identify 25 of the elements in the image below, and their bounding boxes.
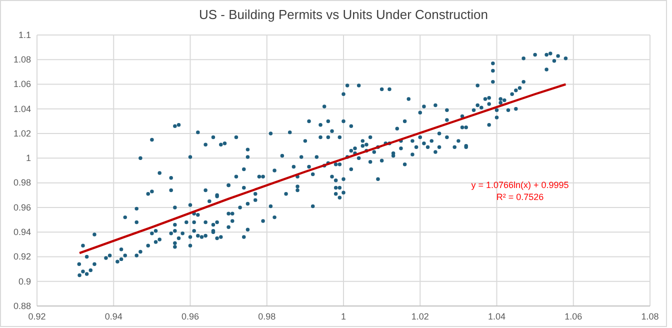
x-tick-label: 1.06 [564, 311, 582, 322]
y-tick-label: 0.88 [13, 300, 31, 311]
y-tick-label: 0.98 [13, 178, 31, 188]
y-tick-label: 1 [26, 153, 31, 164]
annotation: R² = 0.7526 [496, 192, 544, 202]
x-tick-label: 0.96 [181, 311, 200, 322]
y-tick-label: 1.08 [13, 54, 31, 65]
x-tick-label: 0.94 [104, 311, 122, 322]
y-tick-label: 0.96 [13, 202, 31, 212]
x-tick-label: 0.92 [28, 311, 46, 322]
y-tick-label: 0.94 [13, 226, 31, 237]
x-tick-label: 1.08 [641, 311, 659, 322]
y-tick-label: 0.9 [18, 276, 31, 286]
y-tick-label: 1.06 [13, 79, 31, 90]
y-tick-label: 1.04 [13, 104, 31, 114]
annotation: y = 1.0766ln(x) + 0.9995 [471, 180, 569, 190]
y-tick-label: 0.92 [13, 252, 31, 262]
chart-title: US - Building Permits vs Units Under Construction [199, 7, 488, 22]
x-tick-label: 1.02 [411, 311, 429, 322]
y-tick-label: 1.02 [13, 128, 31, 138]
y-tick-label: 1.1 [18, 30, 31, 40]
x-tick-label: 0.98 [258, 311, 276, 322]
line-series [78, 83, 567, 254]
x-tick-label: 1.04 [488, 311, 506, 322]
x-tick-label: 1 [340, 311, 346, 322]
